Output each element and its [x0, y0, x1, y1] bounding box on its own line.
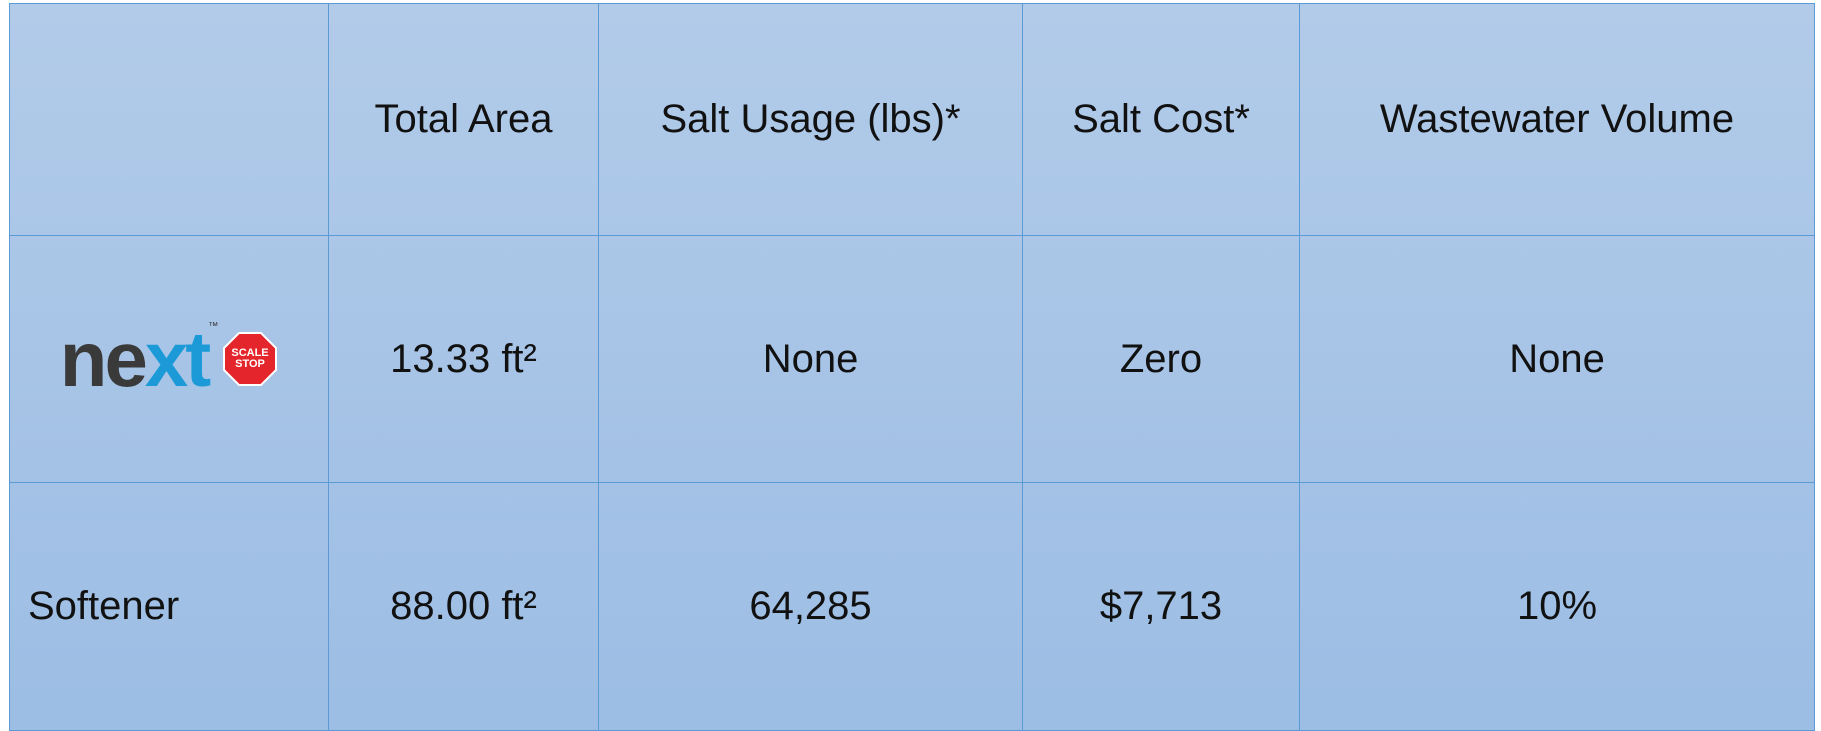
logo-text: ne: [59, 315, 148, 403]
row-label: Softener: [9, 483, 329, 731]
table-cell: 88.00 ft²: [329, 483, 599, 731]
header-cell: [9, 3, 329, 236]
table-cell: 64,285: [599, 483, 1023, 731]
table-cell: None: [1300, 236, 1815, 483]
badge-shape: [223, 332, 278, 386]
logo: ne xt ™ SCALE STOP: [60, 320, 278, 398]
header-cell: Salt Cost*: [1023, 3, 1300, 236]
logo-cell: ne xt ™ SCALE STOP: [9, 236, 329, 483]
comparison-table: Total Area Salt Usage (lbs)* Salt Cost* Was…: [9, 3, 1815, 731]
table-cell: $7,713: [1023, 483, 1300, 731]
header-cell: Total Area: [329, 3, 599, 236]
table-cell: Zero: [1023, 236, 1300, 483]
header-cell: Wastewater Volume: [1300, 3, 1815, 236]
badge-text: STOP: [235, 358, 265, 370]
table-cell: None: [599, 236, 1023, 483]
table-cell: 13.33 ft²: [329, 236, 599, 483]
table-cell: 10%: [1300, 483, 1815, 731]
trademark: ™: [208, 321, 219, 332]
header-cell: Salt Usage (lbs)*: [599, 3, 1023, 236]
logo-text: xt: [144, 315, 211, 403]
badge-text: SCALE: [232, 347, 269, 359]
